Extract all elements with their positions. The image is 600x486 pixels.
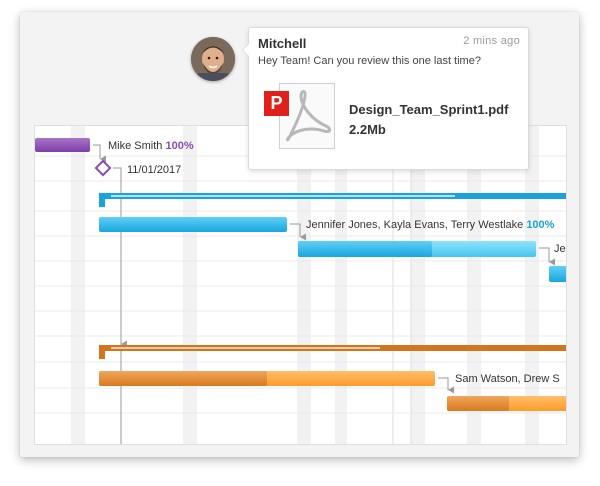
sender-name: Mitchell xyxy=(258,36,307,51)
task-label-sam: Sam Watson, Drew S xyxy=(455,373,560,385)
timeline-columns xyxy=(71,126,539,444)
summary-bar-blue[interactable] xyxy=(99,193,566,207)
milestone-diamond[interactable] xyxy=(94,159,112,177)
task-bar-blue-2[interactable] xyxy=(298,241,536,257)
task-bar-blue-1[interactable] xyxy=(99,217,287,232)
attachment-name[interactable]: Design_Team_Sprint1.pdf xyxy=(349,102,509,117)
task-label-je: Je xyxy=(554,243,566,255)
task-bar-mike[interactable] xyxy=(35,138,90,152)
message-timestamp: 2 mins ago xyxy=(463,35,520,47)
task-bar-blue-3[interactable] xyxy=(549,266,566,282)
task-bar-orange-1[interactable] xyxy=(99,371,435,386)
dependency-connector xyxy=(290,223,306,241)
chat-message-bubble: Mitchell 2 mins ago Hey Team! Can you re… xyxy=(242,27,529,170)
acrobat-icon xyxy=(285,90,332,142)
task-label-mike: Mike Smith 100% xyxy=(108,140,194,152)
user-avatar-icon xyxy=(191,37,235,81)
message-text: Hey Team! Can you review this one last t… xyxy=(258,55,481,67)
gantt-canvas: Mike Smith 100% 11/01/2017 Jennifer Jone… xyxy=(35,126,566,444)
task-label-jennifer: Jennifer Jones, Kayla Evans, Terry Westl… xyxy=(306,219,555,231)
dependency-connector xyxy=(539,247,555,266)
summary-bar-orange[interactable] xyxy=(99,345,566,359)
attachment-size: 2.2Mb xyxy=(349,122,386,137)
gantt-chart: Mike Smith 100% 11/01/2017 Jennifer Jone… xyxy=(34,125,567,445)
dependency-connector xyxy=(438,377,454,394)
pdf-badge-icon: P xyxy=(264,91,289,116)
dependency-connector xyxy=(113,167,122,444)
avatar[interactable] xyxy=(191,37,235,81)
milestone-date: 11/01/2017 xyxy=(127,164,181,176)
dependency-connector xyxy=(93,144,106,163)
task-bar-orange-2[interactable] xyxy=(447,396,566,411)
